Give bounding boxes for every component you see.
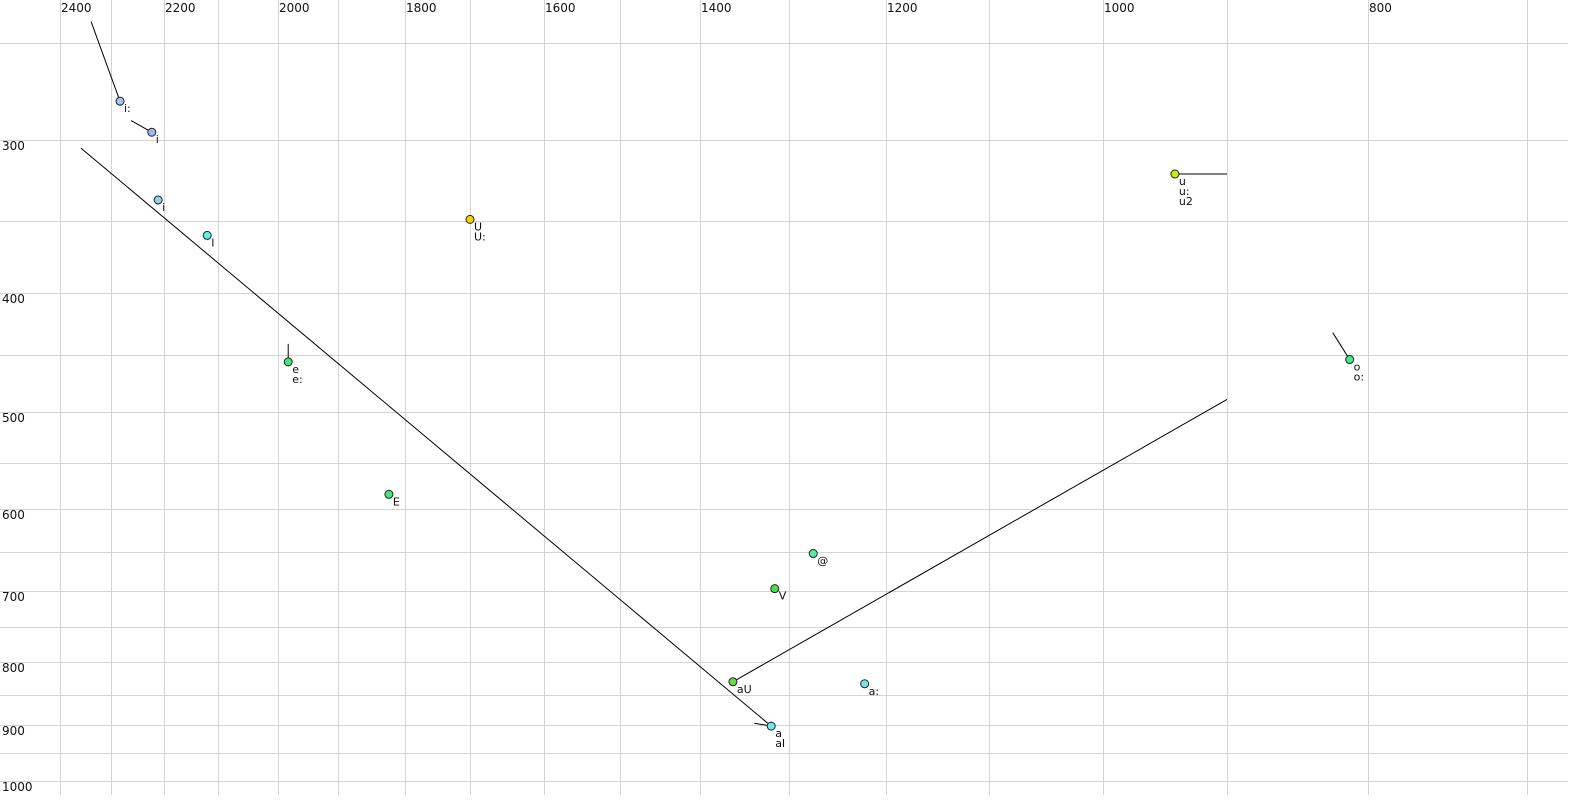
point-label: I bbox=[211, 236, 214, 249]
point-marker bbox=[1345, 355, 1355, 365]
vowel-point: i: bbox=[115, 96, 131, 115]
vowel-point: i bbox=[147, 127, 159, 146]
x-tick-label: 1200 bbox=[887, 1, 918, 15]
point-marker bbox=[808, 549, 818, 559]
point-label: a: bbox=[869, 685, 879, 698]
vowel-point: aU bbox=[728, 677, 752, 696]
point-label: i bbox=[156, 133, 159, 146]
vowel-point: UU: bbox=[465, 214, 486, 243]
vowel-point: @ bbox=[808, 549, 828, 568]
point-label: o bbox=[1354, 361, 1361, 374]
point-label: aI bbox=[775, 737, 785, 750]
point-marker bbox=[766, 721, 776, 731]
trajectory-line bbox=[732, 399, 1228, 683]
x-tick-label: 1800 bbox=[406, 1, 437, 15]
point-marker bbox=[770, 584, 780, 594]
point-marker bbox=[465, 214, 475, 224]
vowel-point: E bbox=[384, 489, 400, 508]
point-label: V bbox=[779, 590, 787, 603]
vowel-point: uu:u2 bbox=[1170, 169, 1193, 208]
point-label: U: bbox=[474, 230, 486, 243]
y-tick-label: 700 bbox=[2, 590, 25, 604]
x-tick-label: 2200 bbox=[165, 1, 196, 15]
point-label: u: bbox=[1179, 185, 1190, 198]
vowel-point: ee: bbox=[283, 357, 303, 386]
point-label: u2 bbox=[1179, 195, 1193, 208]
trajectory-line bbox=[1332, 332, 1351, 360]
vowel-point: aaI bbox=[766, 721, 785, 750]
point-marker bbox=[283, 357, 293, 367]
trajectory-line bbox=[80, 147, 772, 727]
y-tick-label: 600 bbox=[2, 508, 25, 522]
point-label: i: bbox=[124, 102, 131, 115]
point-label: i bbox=[162, 201, 165, 214]
point-label: @ bbox=[817, 555, 828, 568]
x-tick-label: 2000 bbox=[279, 1, 310, 15]
point-marker bbox=[153, 195, 163, 205]
x-tick-label: 800 bbox=[1369, 1, 1392, 15]
trajectories bbox=[80, 21, 1351, 727]
point-label: aU bbox=[737, 683, 752, 696]
x-tick-label: 1000 bbox=[1104, 1, 1135, 15]
point-label: e: bbox=[292, 373, 302, 386]
point-label: e bbox=[292, 363, 299, 376]
y-tick-label: 900 bbox=[2, 724, 25, 738]
x-tick-label: 1600 bbox=[545, 1, 576, 15]
vowel-point: a: bbox=[860, 679, 879, 698]
y-tick-label: 500 bbox=[2, 411, 25, 425]
point-marker bbox=[384, 489, 394, 499]
vowel-point: i bbox=[153, 195, 165, 214]
y-tick-label: 400 bbox=[2, 292, 25, 306]
trajectory-line bbox=[90, 21, 121, 102]
axis-ticks: 2400 2200 2000 1800 1600 1400 1200 1000 800 300 40… bbox=[2, 1, 1392, 794]
point-marker bbox=[860, 679, 870, 689]
vowel-point: oo: bbox=[1345, 355, 1364, 384]
vowel-point: I bbox=[202, 230, 214, 249]
point-marker bbox=[1170, 169, 1180, 179]
point-marker bbox=[115, 96, 125, 106]
point-label: o: bbox=[1354, 371, 1364, 384]
vowel-point: V bbox=[770, 584, 787, 603]
point-label: a bbox=[775, 727, 782, 740]
y-tick-label: 800 bbox=[2, 661, 25, 675]
x-tick-label: 1400 bbox=[701, 1, 732, 15]
point-marker bbox=[202, 230, 212, 240]
y-tick-label: 1000 bbox=[2, 780, 33, 794]
y-tick-label: 300 bbox=[2, 139, 25, 153]
point-marker bbox=[728, 677, 738, 687]
x-tick-label: 2400 bbox=[61, 1, 92, 15]
point-label: E bbox=[393, 495, 400, 508]
point-label: U bbox=[474, 220, 482, 233]
point-label: u bbox=[1179, 175, 1186, 188]
point-marker bbox=[147, 127, 157, 137]
